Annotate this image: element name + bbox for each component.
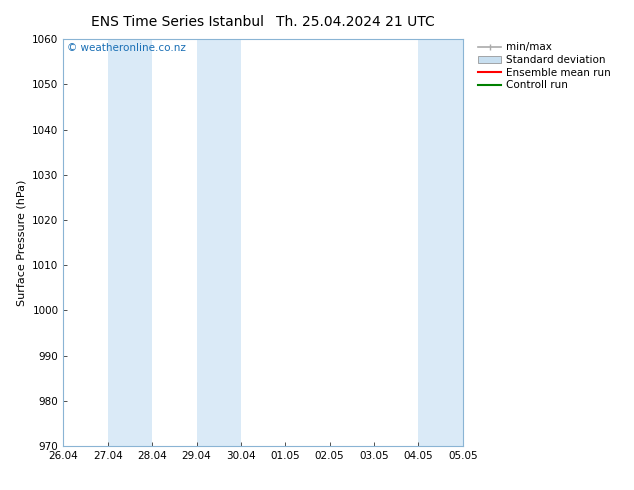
Bar: [108, 39, 152, 446]
Text: ENS Time Series Istanbul: ENS Time Series Istanbul: [91, 15, 264, 29]
Bar: [463, 39, 507, 446]
Text: © weatheronline.co.nz: © weatheronline.co.nz: [67, 43, 186, 53]
Legend: min/max, Standard deviation, Ensemble mean run, Controll run: min/max, Standard deviation, Ensemble me…: [476, 40, 613, 92]
Bar: [418, 39, 463, 446]
Y-axis label: Surface Pressure (hPa): Surface Pressure (hPa): [16, 179, 27, 306]
Bar: [197, 39, 241, 446]
Text: Th. 25.04.2024 21 UTC: Th. 25.04.2024 21 UTC: [276, 15, 434, 29]
